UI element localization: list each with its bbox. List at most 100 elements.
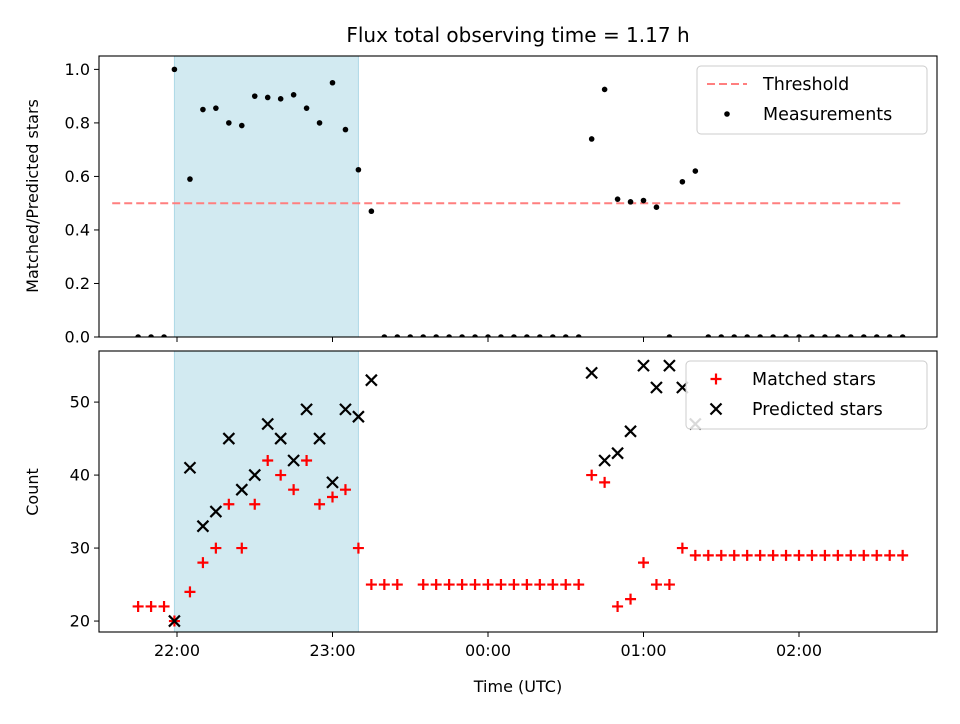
- data-point: [132, 600, 144, 612]
- data-point: [562, 334, 569, 337]
- x-tick-label: 23:00: [309, 641, 355, 660]
- data-point: [884, 549, 896, 561]
- data-point: [236, 542, 248, 554]
- data-point: [200, 106, 206, 113]
- data-point: [511, 334, 517, 337]
- data-point: [770, 334, 776, 337]
- data-point: [835, 334, 841, 337]
- bottom-y-axis-label: Count: [23, 468, 42, 516]
- data-point: [873, 334, 880, 337]
- data-point: [663, 579, 675, 591]
- data-point: [624, 425, 637, 438]
- data-point: [741, 549, 753, 561]
- data-point: [679, 178, 686, 185]
- data-point: [235, 483, 249, 496]
- data-point: [508, 579, 520, 591]
- data-point: [301, 454, 313, 466]
- data-point: [796, 334, 802, 337]
- data-point: [196, 519, 210, 533]
- data-point: [692, 168, 699, 174]
- data-point: [650, 579, 662, 591]
- y-tick-label: 40: [70, 466, 90, 485]
- data-points: [132, 359, 909, 628]
- data-point: [303, 105, 310, 111]
- data-point: [339, 484, 351, 496]
- data-point: [352, 410, 365, 423]
- data-point: [145, 600, 157, 612]
- data-point: [275, 469, 287, 481]
- data-point: [676, 542, 688, 554]
- data-point: [251, 93, 258, 99]
- matched-stars-series: [132, 454, 909, 627]
- data-point: [860, 334, 867, 337]
- data-point: [313, 432, 326, 445]
- data-point: [718, 334, 725, 337]
- data-point: [705, 334, 712, 337]
- data-point: [326, 476, 339, 489]
- data-point: [446, 334, 452, 337]
- data-point: [329, 79, 336, 86]
- measurements-series: [135, 66, 906, 337]
- data-point: [809, 334, 815, 337]
- data-point: [638, 557, 649, 569]
- data-point: [627, 199, 634, 205]
- data-point: [368, 208, 375, 215]
- data-point: [222, 432, 236, 445]
- count-panel: 20 30 40 50 22:00 23:00 00:00 01:00 02:00 Matched…: [70, 350, 938, 660]
- data-point: [171, 66, 178, 73]
- y-tick-label: 0.2: [65, 274, 90, 293]
- data-point: [537, 334, 543, 337]
- data-point: [653, 204, 660, 211]
- data-point: [184, 586, 196, 598]
- data-point: [264, 94, 271, 101]
- data-point: [899, 334, 906, 337]
- data-point: [822, 334, 828, 337]
- axes-frame: [98, 55, 938, 338]
- data-point: [521, 579, 533, 591]
- data-point: [226, 120, 232, 126]
- data-point: [365, 579, 377, 591]
- data-point: [585, 366, 598, 380]
- data-point: [210, 542, 222, 554]
- data-point: [897, 549, 909, 561]
- data-point: [637, 359, 650, 372]
- data-point: [757, 334, 763, 337]
- data-point: [300, 403, 313, 416]
- y-tick-label: 1.0: [65, 60, 90, 79]
- data-point: [223, 498, 235, 510]
- y-tick-label: 30: [70, 539, 90, 558]
- observing-interval-shade: [173, 350, 359, 633]
- legend-marker: [724, 111, 730, 117]
- data-point: [342, 126, 349, 133]
- ratio-panel: 0.0 0.2 0.4 0.6 0.8 1.0 Threshold Measurements: [65, 55, 938, 347]
- data-point: [290, 92, 297, 98]
- data-point: [611, 446, 624, 460]
- data-point: [183, 461, 197, 475]
- data-point: [274, 432, 287, 445]
- data-point: [715, 549, 727, 561]
- data-point: [365, 373, 378, 387]
- data-point: [288, 484, 300, 496]
- data-point: [575, 334, 582, 337]
- y-tick-label: 0.8: [65, 113, 90, 132]
- data-point: [663, 359, 676, 372]
- data-point: [754, 549, 766, 561]
- data-point: [161, 334, 167, 337]
- data-point: [168, 614, 181, 628]
- data-point: [689, 549, 701, 561]
- data-point: [549, 334, 556, 337]
- data-point: [433, 334, 439, 337]
- data-point: [287, 454, 300, 467]
- data-point: [666, 334, 673, 337]
- legend-label: Threshold: [762, 75, 849, 95]
- data-point: [560, 579, 572, 591]
- data-point: [586, 469, 598, 481]
- data-point: [858, 549, 870, 561]
- data-point: [485, 334, 491, 337]
- data-point: [767, 549, 779, 561]
- data-point: [547, 579, 559, 591]
- data-point: [588, 136, 595, 142]
- data-point: [158, 600, 170, 612]
- data-point: [378, 579, 390, 591]
